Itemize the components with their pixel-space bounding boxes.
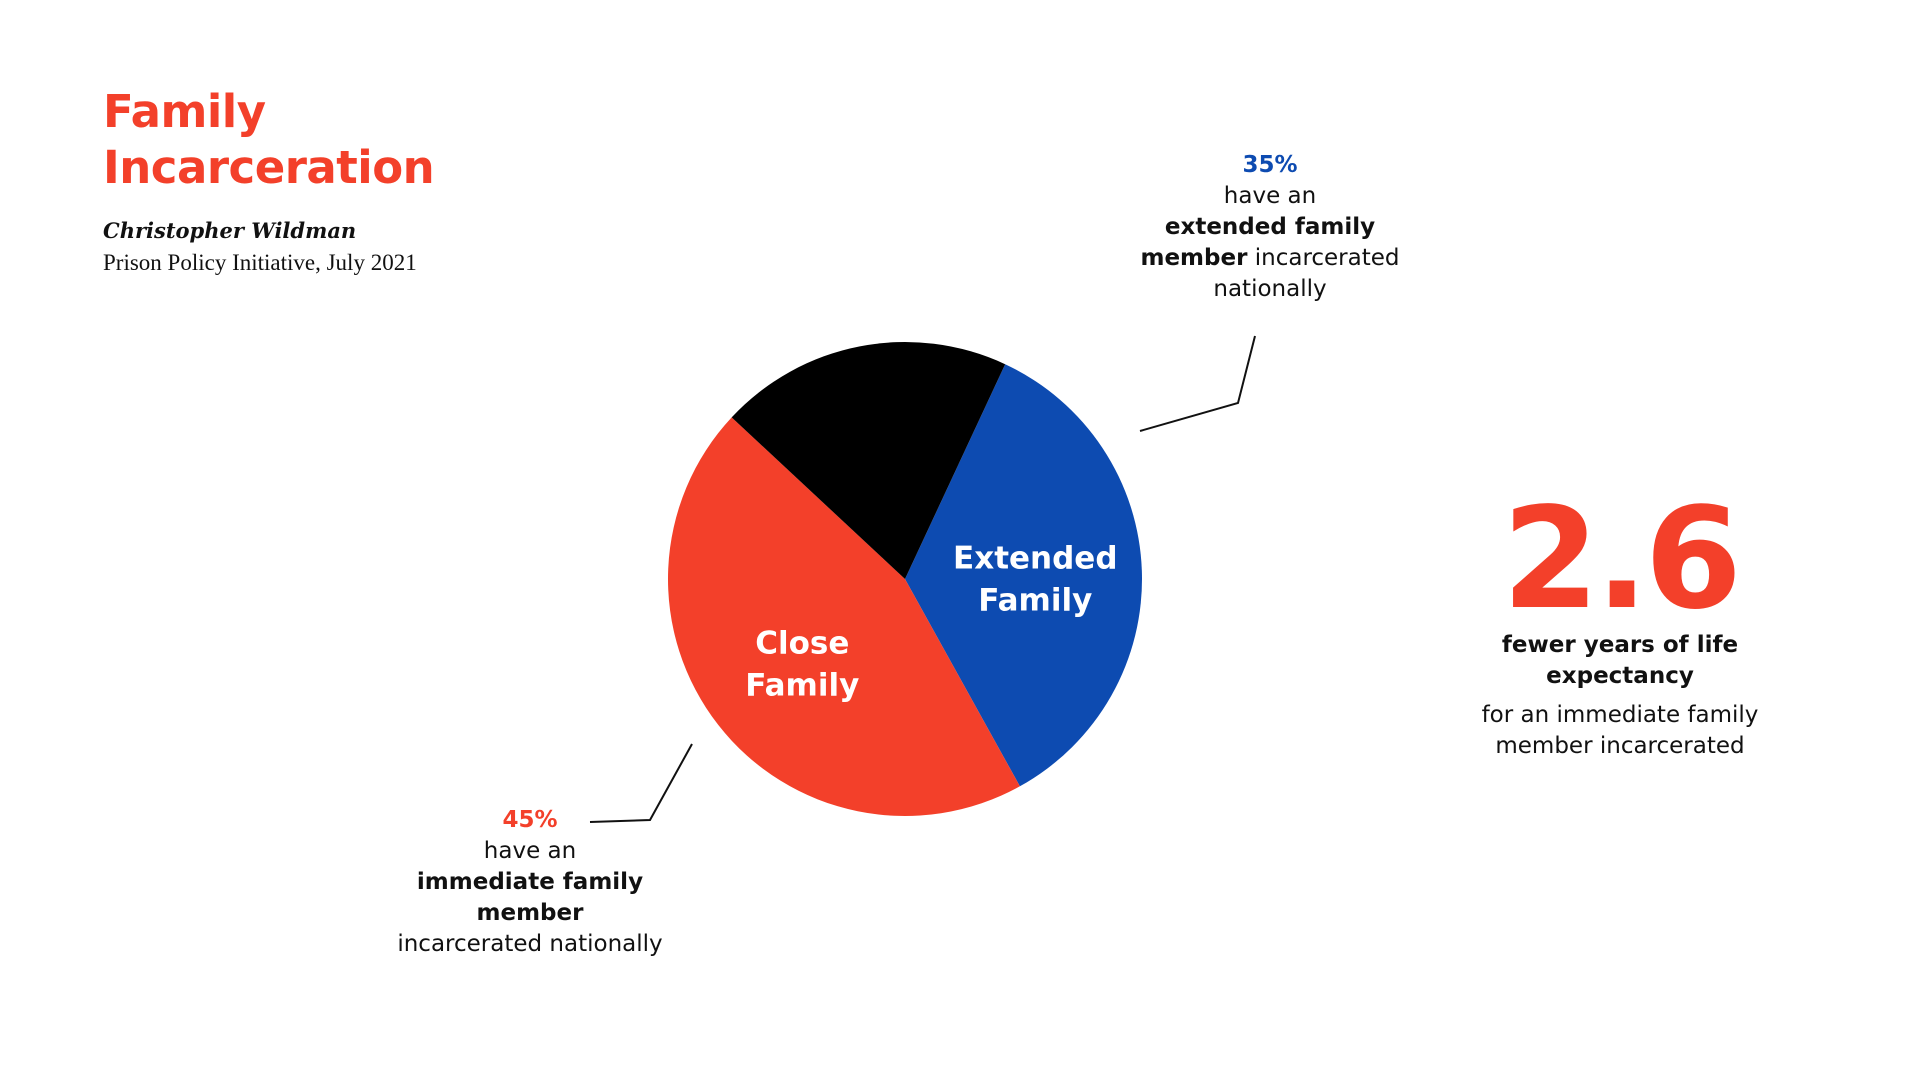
slice-label-extended: Extended Family	[953, 540, 1118, 618]
callout-close-family: 45% have an immediate family member inca…	[370, 805, 690, 960]
stat-light-text: for an immediate family member incarcera…	[1481, 702, 1759, 759]
stat-strong-text: fewer years of life expectancy	[1501, 632, 1739, 689]
pie-slice-other	[731, 342, 1006, 579]
leader-line-extended	[1139, 335, 1256, 432]
author-name: Christopher Wildman	[103, 218, 357, 243]
life-expectancy-stat: 2.6 fewer years of life expectancy for a…	[1470, 490, 1770, 762]
chart-title: Family Incarceration	[103, 84, 435, 196]
pie-slice-close	[668, 417, 1020, 816]
title-line-2: Incarceration	[103, 141, 435, 194]
callout-extended-family: 35% have an extended family member incar…	[1110, 150, 1430, 305]
callout-extended-rest: incarcerated nationally	[1213, 245, 1400, 302]
callout-extended-line1: have an	[1223, 183, 1317, 209]
title-line-1: Family	[103, 85, 266, 138]
callout-close-bold: immediate family member	[416, 869, 644, 926]
callout-close-line1: have an	[483, 838, 577, 864]
callout-extended-bold: extended family member	[1140, 214, 1376, 271]
slice-label-close: Close Family	[745, 625, 859, 703]
callout-extended-percent: 35%	[1242, 152, 1298, 178]
callout-close-rest: incarcerated nationally	[397, 931, 663, 957]
pie-slice-extended	[905, 364, 1142, 787]
callout-close-percent: 45%	[502, 807, 558, 833]
source-credit: Prison Policy Initiative, July 2021	[103, 250, 417, 275]
stat-number: 2.6	[1501, 478, 1742, 641]
leader-line-close	[589, 743, 693, 823]
